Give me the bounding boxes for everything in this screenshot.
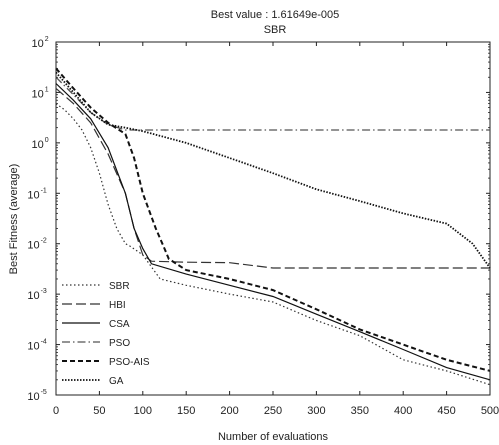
x-tick-label: 450 xyxy=(437,405,455,417)
chart-subtitle: SBR xyxy=(264,24,287,36)
x-tick-label: 50 xyxy=(93,405,105,417)
y-tick-label: 10 xyxy=(27,240,39,252)
legend-label-csa: CSA xyxy=(109,319,130,330)
legend-label-sbr: SBR xyxy=(109,281,130,292)
x-tick-label: 400 xyxy=(394,405,412,417)
chart-title: Best value : 1.61649e-005 xyxy=(211,9,339,21)
series-line-hbi xyxy=(55,87,490,269)
y-tick-label: 10 xyxy=(27,189,39,201)
x-tick-label: 200 xyxy=(220,405,238,417)
x-tick-label: 150 xyxy=(177,405,195,417)
y-tick-label: 10 xyxy=(27,341,39,353)
y-tick-exponent: 1 xyxy=(45,86,49,93)
series-layer xyxy=(55,67,491,386)
y-tick-exponent: -1 xyxy=(41,187,47,194)
y-tick-label: 10 xyxy=(32,139,44,151)
series-line-pso xyxy=(55,76,490,131)
legend: SBR HBI CSA PSO PSO-AIS GA xyxy=(62,281,150,387)
x-axis: 0 50 100 150 200 250 300 350 400 450 500 xyxy=(53,42,499,417)
y-tick-exponent: -2 xyxy=(41,238,47,245)
legend-label-hbi: HBI xyxy=(109,300,126,311)
x-tick-label: 500 xyxy=(481,405,499,417)
y-tick-label: 10 xyxy=(27,391,39,403)
series-line-sbr xyxy=(55,103,491,386)
y-tick-label: 10 xyxy=(32,38,44,50)
x-tick-label: 0 xyxy=(53,405,59,417)
y-tick-exponent: -4 xyxy=(41,339,47,346)
x-tick-label: 100 xyxy=(134,405,152,417)
y-tick-exponent: 0 xyxy=(45,137,49,144)
x-axis-label: Number of evaluations xyxy=(218,431,329,443)
y-tick-label: 10 xyxy=(27,290,39,302)
x-tick-label: 250 xyxy=(264,405,282,417)
y-tick-exponent: -5 xyxy=(41,389,47,396)
y-tick-exponent: 2 xyxy=(45,36,49,43)
series-line-pso-ais xyxy=(55,67,491,372)
series-line-csa xyxy=(55,83,491,381)
series-line-ga xyxy=(55,71,491,269)
x-tick-label: 350 xyxy=(351,405,369,417)
legend-label-ga: GA xyxy=(109,376,124,387)
plot-area xyxy=(55,41,491,396)
y-axis-label: Best Fitness (average) xyxy=(8,164,20,275)
legend-label-pso-ais: PSO-AIS xyxy=(109,357,150,368)
x-tick-label: 300 xyxy=(307,405,325,417)
y-tick-label: 10 xyxy=(32,88,44,100)
y-tick-exponent: -3 xyxy=(41,288,47,295)
legend-label-pso: PSO xyxy=(109,338,130,349)
